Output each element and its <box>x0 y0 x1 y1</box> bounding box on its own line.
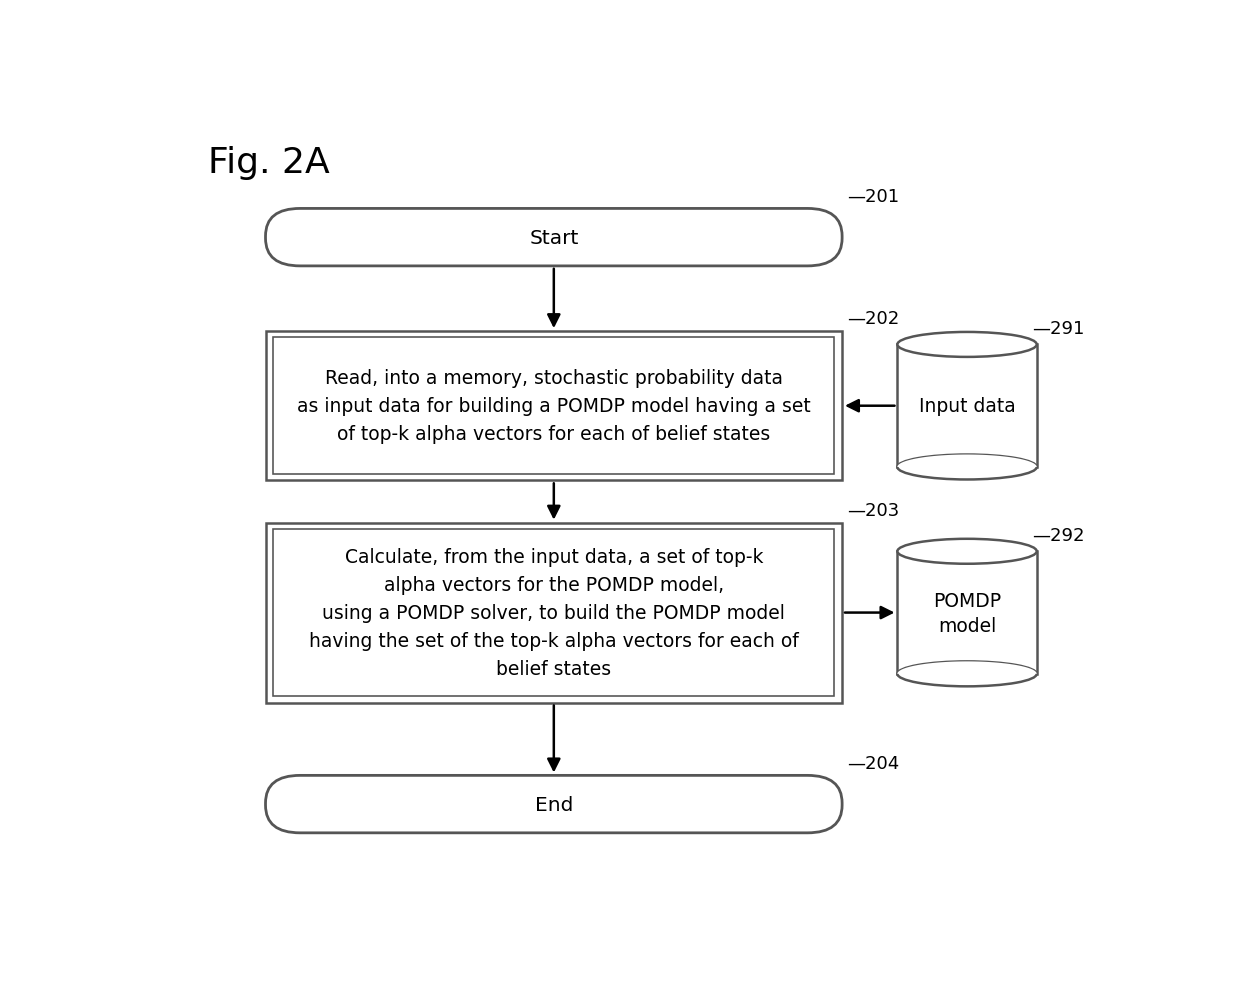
Text: —292: —292 <box>1032 526 1085 544</box>
Ellipse shape <box>898 540 1037 565</box>
Bar <box>273 529 835 697</box>
FancyBboxPatch shape <box>265 775 842 833</box>
Ellipse shape <box>898 333 1037 358</box>
Text: —202: —202 <box>847 310 899 328</box>
FancyBboxPatch shape <box>265 209 842 266</box>
Bar <box>265 332 842 481</box>
Text: —291: —291 <box>1032 319 1084 337</box>
Polygon shape <box>898 662 1037 674</box>
Text: Input data: Input data <box>919 397 1016 415</box>
Bar <box>898 345 1037 467</box>
Text: POMDP
model: POMDP model <box>932 591 1001 635</box>
Text: —201: —201 <box>847 188 899 206</box>
Text: Read, into a memory, stochastic probability data
as input data for building a PO: Read, into a memory, stochastic probabil… <box>296 369 811 443</box>
Bar <box>265 523 842 703</box>
Polygon shape <box>898 455 1037 467</box>
Text: —204: —204 <box>847 753 899 771</box>
Bar <box>898 552 1037 674</box>
Text: —203: —203 <box>847 501 899 519</box>
Text: Start: Start <box>529 229 579 248</box>
Ellipse shape <box>898 662 1037 687</box>
Ellipse shape <box>898 455 1037 480</box>
Bar <box>273 338 835 475</box>
Text: End: End <box>534 795 573 814</box>
Text: Calculate, from the input data, a set of top-k
alpha vectors for the POMDP model: Calculate, from the input data, a set of… <box>309 548 799 678</box>
Text: Fig. 2A: Fig. 2A <box>208 146 330 180</box>
